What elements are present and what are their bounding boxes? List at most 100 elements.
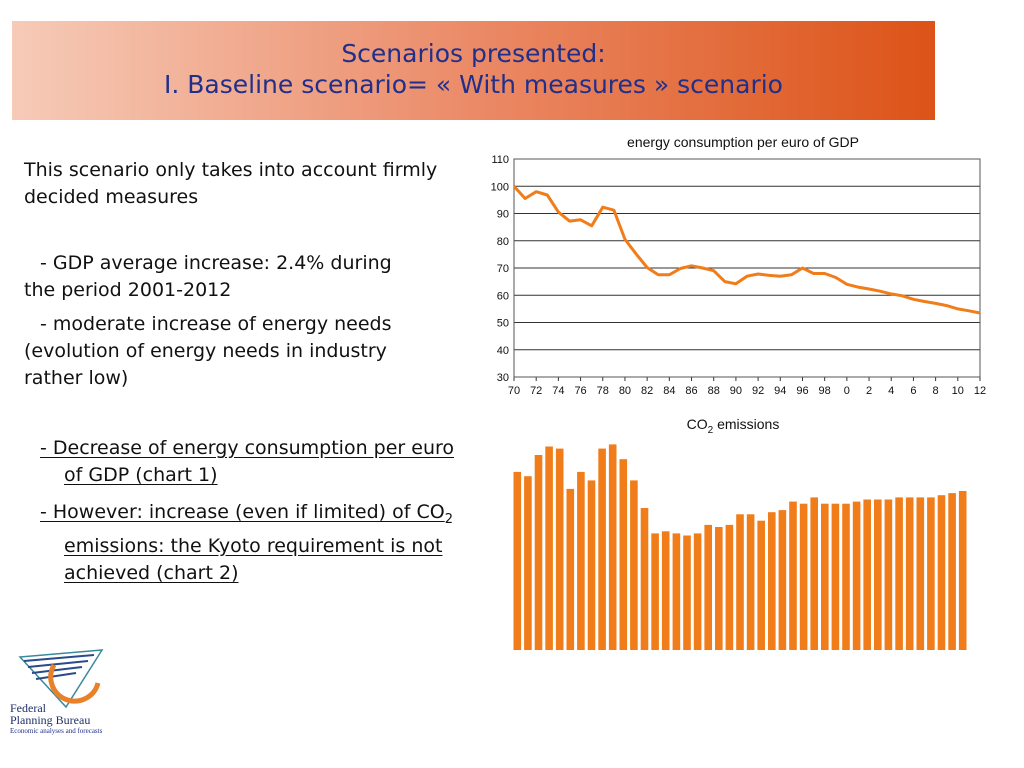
chart2-bar bbox=[693, 533, 702, 650]
chart2-bar bbox=[524, 476, 532, 650]
chart1-x-tick-label: 82 bbox=[641, 385, 653, 397]
chart2-bar bbox=[842, 503, 850, 650]
chart1-x-tick-label: 86 bbox=[685, 385, 697, 397]
chart2-bar bbox=[640, 508, 649, 650]
chart2-bar bbox=[651, 533, 659, 650]
chart1-x-tick-label: 8 bbox=[933, 385, 939, 397]
chart1-x-tick-label: 96 bbox=[796, 385, 808, 397]
chart2-bar bbox=[768, 512, 776, 650]
chart2-bar bbox=[810, 497, 818, 650]
co2-bullet-subscript: 2 bbox=[444, 511, 453, 527]
chart2-title-a: CO bbox=[686, 416, 708, 432]
chart2-bar bbox=[895, 497, 903, 650]
chart2-bar bbox=[905, 497, 914, 650]
chart2-title-suffix: emissions bbox=[713, 416, 780, 432]
gdp-bullet: - GDP average increase: 2.4% during the … bbox=[24, 252, 392, 301]
co2-bullet-text-b: emissions: the Kyoto requirement is not … bbox=[64, 534, 443, 584]
chart2-bar bbox=[937, 495, 946, 650]
chart2-bar bbox=[598, 448, 606, 650]
chart1-y-tick-label: 60 bbox=[497, 290, 509, 302]
title-banner: Scenarios presented: I. Baseline scenari… bbox=[12, 21, 935, 120]
chart1-series-line bbox=[512, 185, 981, 315]
chart2-bar bbox=[736, 514, 744, 650]
logo-mark bbox=[18, 649, 104, 709]
chart1-x-tick-label: 2 bbox=[866, 385, 872, 397]
chart1-title: energy consumption per euro of GDP bbox=[627, 134, 859, 150]
co2-increase-bullet: - However: increase (even if limited) of… bbox=[24, 499, 474, 587]
chart2-bar bbox=[587, 480, 596, 650]
chart2-bar bbox=[757, 520, 765, 650]
chart2-bar bbox=[874, 499, 882, 650]
chart2-bar bbox=[821, 503, 829, 650]
co2-bullet-text-a: - However: increase (even if limited) of… bbox=[40, 501, 445, 523]
chart2-bar bbox=[831, 503, 840, 650]
chart1-y-tick-label: 110 bbox=[491, 154, 509, 166]
chart2-title-subscript: 2 bbox=[707, 424, 714, 436]
logo-name: Federal Planning Bureau bbox=[10, 702, 90, 726]
chart2-bar bbox=[661, 531, 670, 650]
chart2-bar bbox=[863, 499, 871, 650]
chart2-bar bbox=[884, 499, 893, 650]
chart2-bar bbox=[577, 471, 585, 650]
chart2-bar bbox=[534, 455, 543, 650]
chart1-y-tick-label: 70 bbox=[497, 263, 509, 275]
chart2-bar bbox=[958, 491, 967, 650]
logo-name-line2: Planning Bureau bbox=[10, 713, 91, 727]
logo-tagline: Economic analyses and forecasts bbox=[10, 727, 103, 735]
chart1-x-tick-label: 70 bbox=[508, 385, 520, 397]
slide-title: Scenarios presented: I. Baseline scenari… bbox=[12, 38, 935, 100]
chart1-y-tick-label: 30 bbox=[497, 372, 509, 384]
chart2-bar bbox=[916, 497, 925, 650]
chart2-bar bbox=[852, 501, 861, 650]
chart2-bar bbox=[948, 493, 956, 650]
chart1-x-tick-label: 80 bbox=[619, 385, 631, 397]
lower-bullets: - Decrease of energy consumption per eur… bbox=[24, 435, 474, 587]
energy-needs-bullet: - moderate increase of energy needs (evo… bbox=[24, 313, 392, 389]
chart1-y-tick-label: 80 bbox=[497, 236, 509, 248]
chart2-bar bbox=[704, 524, 712, 650]
chart1-x-tick-label: 78 bbox=[597, 385, 609, 397]
chart1-x-tick-label: 74 bbox=[552, 385, 564, 397]
chart1-y-tick-label: 50 bbox=[497, 318, 509, 330]
chart1-x-tick-label: 72 bbox=[530, 385, 542, 397]
chart2-bar bbox=[513, 471, 522, 650]
slide-title-line1: Scenarios presented: bbox=[341, 39, 606, 68]
chart2-bar bbox=[545, 446, 553, 650]
chart1-y-tick-label: 90 bbox=[497, 209, 509, 221]
chart1-x-tick-label: 90 bbox=[730, 385, 742, 397]
chart2-bar bbox=[672, 533, 681, 650]
chart2-bar bbox=[619, 459, 628, 650]
chart1-x-tick-label: 76 bbox=[574, 385, 586, 397]
chart2-bar bbox=[608, 444, 617, 650]
chart1-y-tick-label: 40 bbox=[497, 345, 509, 357]
intro-text: This scenario only takes into account fi… bbox=[24, 159, 438, 208]
chart2-bar bbox=[789, 501, 797, 650]
chart2-bar bbox=[555, 448, 564, 650]
chart2-bar bbox=[725, 524, 734, 650]
chart2-bar bbox=[566, 488, 575, 650]
chart1-x-tick-label: 12 bbox=[974, 385, 986, 397]
chart1-x-tick-label: 92 bbox=[752, 385, 764, 397]
chart2-bar bbox=[778, 510, 787, 650]
chart1-x-tick-label: 10 bbox=[952, 385, 964, 397]
chart1-x-tick-label: 98 bbox=[819, 385, 831, 397]
chart1-x-tick-label: 6 bbox=[910, 385, 916, 397]
chart1-plot-frame bbox=[513, 158, 981, 378]
co2-bar-chart bbox=[513, 444, 967, 650]
chart1-x-tick-label: 84 bbox=[663, 385, 675, 397]
chart1-x-tick-label: 94 bbox=[774, 385, 786, 397]
chart1-x-tick-label: 4 bbox=[888, 385, 894, 397]
chart2-title: CO2 emissions bbox=[510, 416, 956, 436]
energy-decrease-bullet: - Decrease of energy consumption per eur… bbox=[40, 437, 455, 486]
chart2-bar bbox=[630, 480, 638, 650]
chart2-bar bbox=[683, 535, 691, 650]
chart1-x-tick-label: 88 bbox=[708, 385, 720, 397]
slide-title-line2: I. Baseline scenario= « With measures » … bbox=[164, 70, 783, 99]
chart2-bar bbox=[746, 514, 755, 650]
chart2-bar bbox=[799, 503, 808, 650]
chart1-y-tick-label: 100 bbox=[491, 181, 509, 193]
logo-name-line1: Federal bbox=[10, 701, 46, 715]
federal-planning-bureau-logo bbox=[18, 649, 104, 709]
chart1-x-tick-label: 0 bbox=[844, 385, 850, 397]
